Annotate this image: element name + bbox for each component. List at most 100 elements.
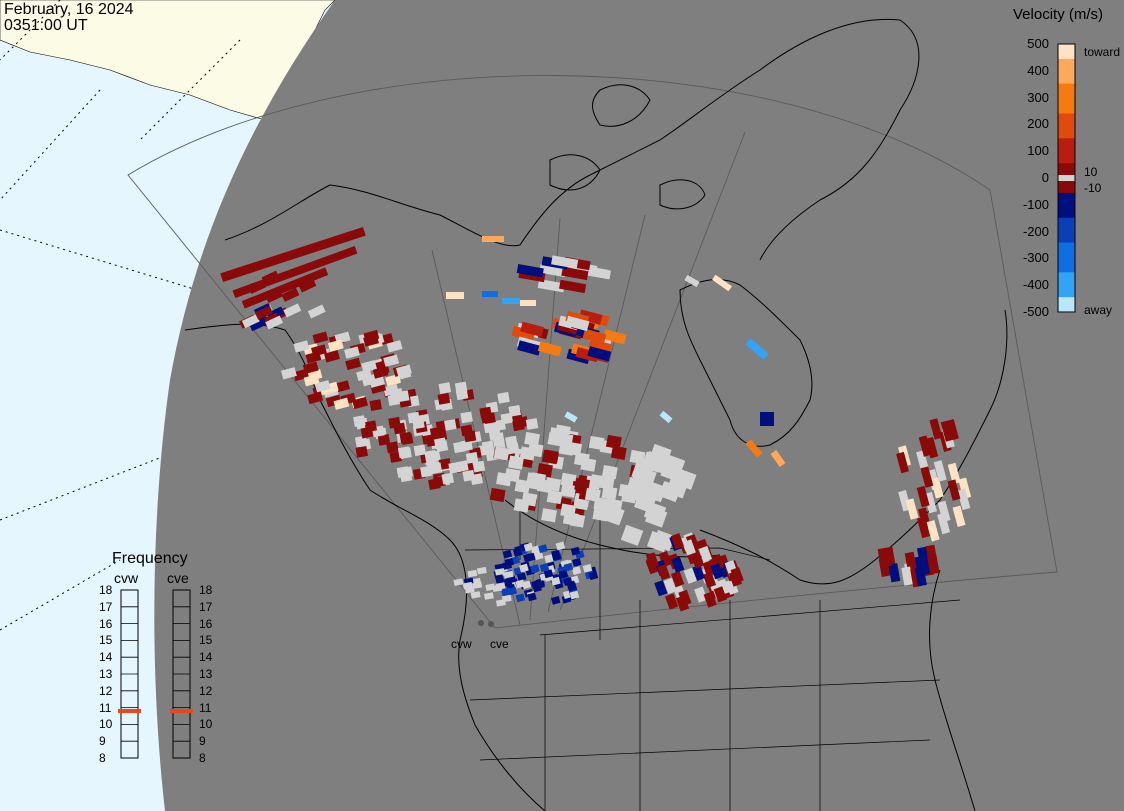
echo-cell [298, 278, 317, 293]
echo-cell [537, 279, 565, 293]
echo-cell [494, 568, 505, 576]
echo-cell [698, 545, 713, 563]
echo-cell [265, 288, 283, 303]
echo-cell [926, 520, 940, 542]
echo-cell [248, 280, 266, 295]
frequency-level-label: 9 [199, 734, 206, 749]
echo-cell [472, 460, 486, 473]
echo-cell [516, 572, 527, 582]
echo-cell [399, 431, 413, 444]
echo-cell [610, 445, 627, 460]
echo-cell [283, 303, 302, 318]
velocity-bar-segment [1058, 78, 1075, 85]
echo-cell [515, 579, 525, 589]
radar-echoes [220, 227, 972, 612]
echo-cell [582, 563, 593, 573]
echo-cell [620, 524, 644, 546]
frequency-level-label: 11 [199, 700, 212, 715]
velocity-bar-segment [1058, 192, 1075, 199]
echo-cell [649, 443, 672, 466]
velocity-tick-minus-10: -10 [1084, 181, 1102, 195]
echo-cell [508, 455, 524, 470]
velocity-bar-segment [1058, 153, 1075, 159]
echo-cell [514, 479, 531, 494]
echo-cell [530, 472, 546, 487]
echo-cell [519, 563, 529, 573]
echo-cell [645, 552, 660, 569]
echo-cell [303, 374, 320, 387]
velocity-bar-segment [1058, 63, 1075, 70]
echo-cell [505, 435, 518, 448]
velocity-bar-segment [1058, 108, 1075, 115]
echo-cell [489, 487, 506, 503]
echo-cell [438, 458, 452, 470]
echo-cell [385, 374, 401, 387]
echo-cell [569, 513, 586, 528]
echo-cell [551, 255, 579, 269]
echo-cell [520, 300, 536, 306]
velocity-bar-segment [1058, 267, 1075, 273]
echo-cell [502, 577, 513, 587]
echo-cell [333, 397, 350, 410]
echo-cell [582, 328, 607, 345]
echo-cell [482, 291, 498, 297]
echo-cell [265, 315, 284, 330]
frequency-level-label: 8 [99, 751, 106, 765]
frequency-level-label: 15 [99, 633, 113, 648]
frequency-level-label: 8 [199, 751, 206, 765]
velocity-bar-segment [1058, 277, 1075, 283]
velocity-bar-segment [1058, 257, 1075, 263]
echo-cell [515, 593, 526, 603]
echo-cell [513, 548, 523, 557]
echo-cell [905, 498, 919, 520]
frequency-level-label: 17 [99, 599, 113, 614]
echo-cell [670, 533, 684, 550]
echo-cell [483, 592, 494, 600]
frequency-level-label: 16 [99, 616, 113, 631]
echo-cell [441, 472, 455, 485]
echo-cell [504, 468, 521, 483]
echo-cell [504, 557, 514, 567]
velocity-tick-label: -200 [1022, 223, 1049, 239]
echo-cell [929, 418, 943, 440]
echo-cell [573, 452, 590, 467]
echo-cell [462, 581, 473, 590]
echo-cell [659, 410, 673, 424]
echo-cell [372, 366, 389, 379]
echo-cell [584, 487, 601, 503]
echo-cell [918, 555, 931, 576]
velocity-bar-segment [1058, 163, 1075, 169]
echo-cell [712, 274, 732, 292]
echo-cell [660, 460, 683, 482]
echo-cell [467, 569, 478, 578]
echo-cell [684, 274, 700, 288]
frequency-level-label: 11 [99, 700, 112, 715]
echo-cell [539, 563, 550, 572]
echo-cell [485, 583, 496, 591]
velocity-bar-segment [1058, 307, 1075, 313]
echo-cell [517, 340, 542, 356]
velocity-tick-label: -300 [1022, 250, 1049, 266]
echo-cell [493, 446, 510, 461]
site-label-cvw: cvw [451, 637, 472, 651]
echo-cell [663, 577, 677, 595]
echo-cell [575, 346, 600, 363]
echo-cell [424, 449, 437, 462]
frequency-level-label: 13 [199, 667, 213, 681]
frequency-level-label: 14 [99, 650, 113, 665]
velocity-legend-title: Velocity (m/s) [1013, 6, 1104, 23]
echo-cell [521, 580, 532, 590]
velocity-bar-segment [1058, 222, 1075, 229]
velocity-bar-segment [1058, 197, 1075, 204]
echo-cell [583, 266, 611, 280]
echo-cell [601, 485, 618, 501]
echo-cell [395, 364, 412, 377]
echo-cell [519, 446, 536, 461]
frequency-level-label: 18 [199, 583, 213, 597]
velocity-bar-segment [1058, 287, 1075, 293]
echo-cell [261, 270, 280, 285]
asia-landmass [0, 0, 336, 121]
echo-cell [465, 451, 479, 464]
echo-cell [352, 396, 369, 410]
echo-cell [625, 477, 648, 500]
